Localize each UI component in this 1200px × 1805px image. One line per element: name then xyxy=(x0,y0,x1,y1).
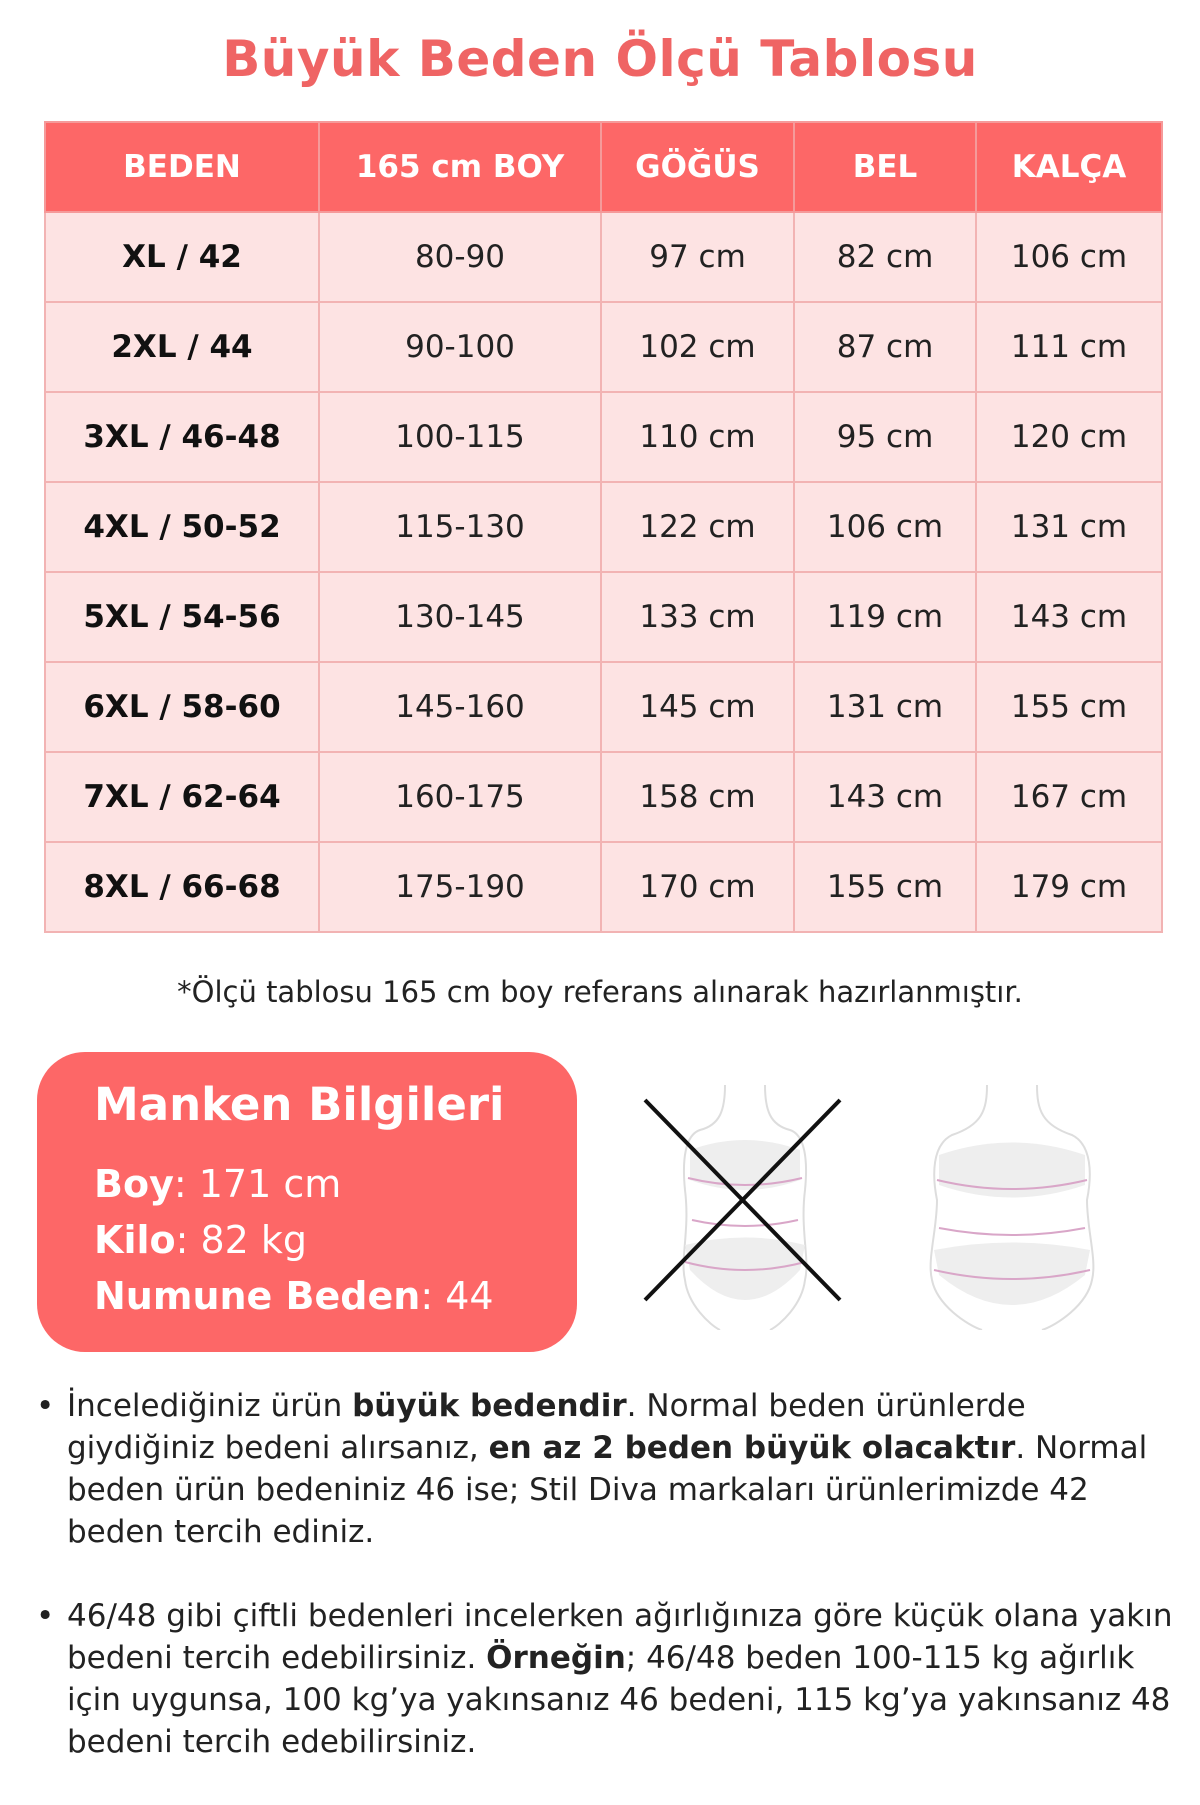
bullet-icon: • xyxy=(36,1388,55,1424)
model-weight: Kilo: 82 kg xyxy=(94,1218,307,1262)
header-cell: BEL xyxy=(793,121,977,213)
measure-cell: 130-145 xyxy=(318,571,602,663)
measure-cell: 145-160 xyxy=(318,661,602,753)
measure-cell: 80-90 xyxy=(318,211,602,303)
table-row: 8XL / 66-68 175-190 170 cm 155 cm 179 cm xyxy=(44,841,1163,933)
table-row: 4XL / 50-52 115-130 122 cm 106 cm 131 cm xyxy=(44,481,1163,573)
measure-cell: 131 cm xyxy=(975,481,1163,573)
measure-cell: 160-175 xyxy=(318,751,602,843)
measure-cell: 100-115 xyxy=(318,391,602,483)
measure-cell: 95 cm xyxy=(793,391,977,483)
label: Kilo xyxy=(94,1218,176,1262)
size-cell: 5XL / 54-56 xyxy=(44,571,320,663)
crossed-out-body-figure-icon xyxy=(643,1084,842,1330)
model-info-card: Manken Bilgileri Boy: 171 cm Kilo: 82 kg… xyxy=(37,1052,577,1352)
bold-text: büyük bedendir xyxy=(352,1388,627,1424)
value: : 82 kg xyxy=(175,1218,308,1262)
size-cell: 6XL / 58-60 xyxy=(44,661,320,753)
measure-cell: 102 cm xyxy=(600,301,795,393)
text: İncelediğiniz ürün xyxy=(67,1388,353,1424)
value: : 171 cm xyxy=(173,1162,342,1206)
measure-cell: 179 cm xyxy=(975,841,1163,933)
measure-cell: 143 cm xyxy=(975,571,1163,663)
value: : 44 xyxy=(420,1274,494,1318)
text: 46/48 gibi çiftli bedenleri incelerken a… xyxy=(67,1598,1173,1676)
header-cell: BEDEN xyxy=(44,121,320,213)
table-row: 3XL / 46-48 100-115 110 cm 95 cm 120 cm xyxy=(44,391,1163,483)
size-table: BEDEN 165 cm BOY GÖĞÜS BEL KALÇA XL / 42… xyxy=(44,121,1163,933)
size-cell: 4XL / 50-52 xyxy=(44,481,320,573)
measure-cell: 170 cm xyxy=(600,841,795,933)
bold-text: Örneğin xyxy=(486,1640,626,1676)
header-cell: KALÇA xyxy=(975,121,1163,213)
size-cell: XL / 42 xyxy=(44,211,320,303)
bullet-icon: • xyxy=(36,1598,55,1634)
model-info-title: Manken Bilgileri xyxy=(94,1078,505,1131)
measure-cell: 167 cm xyxy=(975,751,1163,843)
measure-cell: 106 cm xyxy=(793,481,977,573)
footnote: *Ölçü tablosu 165 cm boy referans alınar… xyxy=(177,975,1023,1009)
table-row: 7XL / 62-64 160-175 158 cm 143 cm 167 cm xyxy=(44,751,1163,843)
label: Numune Beden xyxy=(94,1274,421,1318)
measure-cell: 82 cm xyxy=(793,211,977,303)
header-cell: GÖĞÜS xyxy=(600,121,795,213)
measure-cell: 158 cm xyxy=(600,751,795,843)
size-cell: 2XL / 44 xyxy=(44,301,320,393)
table-row: 6XL / 58-60 145-160 145 cm 131 cm 155 cm xyxy=(44,661,1163,753)
table-header-row: BEDEN 165 cm BOY GÖĞÜS BEL KALÇA xyxy=(44,121,1163,213)
table-row: 5XL / 54-56 130-145 133 cm 119 cm 143 cm xyxy=(44,571,1163,663)
measure-cell: 175-190 xyxy=(318,841,602,933)
measure-cell: 90-100 xyxy=(318,301,602,393)
measure-cell: 133 cm xyxy=(600,571,795,663)
page-title: Büyük Beden Ölçü Tablosu xyxy=(222,30,978,88)
measure-cell: 115-130 xyxy=(318,481,602,573)
text: . Normal beden ürünlerde giydiğiniz bede… xyxy=(67,1388,1026,1466)
measure-cell: 110 cm xyxy=(600,391,795,483)
table-row: XL / 42 80-90 97 cm 82 cm 106 cm xyxy=(44,211,1163,303)
info-bullet-list: • İncelediğiniz ürün büyük bedendir. Nor… xyxy=(36,1385,1176,1805)
model-height: Boy: 171 cm xyxy=(94,1162,341,1206)
measure-cell: 111 cm xyxy=(975,301,1163,393)
list-item: • 46/48 gibi çiftli bedenleri incelerken… xyxy=(36,1595,1176,1763)
size-cell: 8XL / 66-68 xyxy=(44,841,320,933)
bold-text: en az 2 beden büyük olacaktır xyxy=(488,1430,1016,1466)
header-cell: 165 cm BOY xyxy=(318,121,602,213)
measure-cell: 145 cm xyxy=(600,661,795,753)
size-cell: 7XL / 62-64 xyxy=(44,751,320,843)
list-item: • İncelediğiniz ürün büyük bedendir. Nor… xyxy=(36,1385,1176,1553)
text: ; 46/48 beden 100-115 kg ağırlık için uy… xyxy=(67,1640,1171,1760)
measure-cell: 87 cm xyxy=(793,301,977,393)
label: Boy xyxy=(94,1162,174,1206)
measure-cell: 97 cm xyxy=(600,211,795,303)
size-cell: 3XL / 46-48 xyxy=(44,391,320,483)
model-sample-size: Numune Beden: 44 xyxy=(94,1274,494,1318)
measure-cell: 131 cm xyxy=(793,661,977,753)
text: . Normal beden ürün bedeniniz 46 ise; St… xyxy=(67,1430,1148,1550)
measure-cell: 120 cm xyxy=(975,391,1163,483)
measure-cell: 122 cm xyxy=(600,481,795,573)
measure-cell: 119 cm xyxy=(793,571,977,663)
measure-cell: 155 cm xyxy=(793,841,977,933)
table-row: 2XL / 44 90-100 102 cm 87 cm 111 cm xyxy=(44,301,1163,393)
body-figure-icon xyxy=(929,1084,1095,1330)
measure-cell: 106 cm xyxy=(975,211,1163,303)
measure-cell: 143 cm xyxy=(793,751,977,843)
measure-cell: 155 cm xyxy=(975,661,1163,753)
